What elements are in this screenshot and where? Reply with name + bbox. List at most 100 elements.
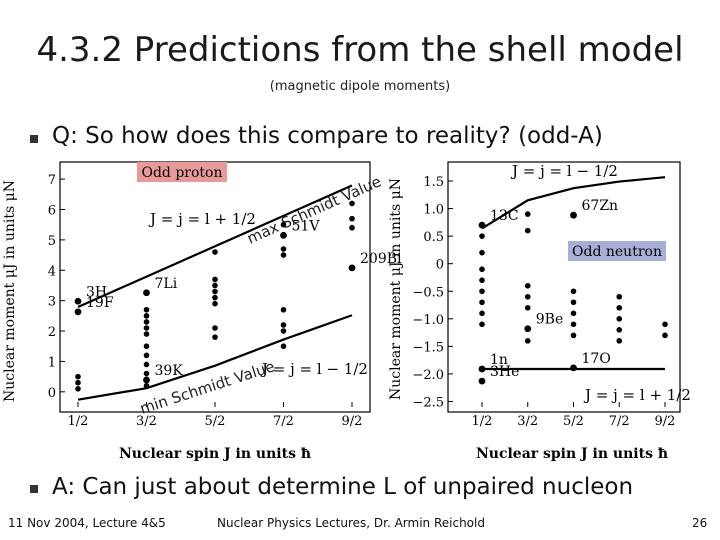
neutron-upper-schmidt-line bbox=[481, 176, 666, 230]
neutron-labeled-point bbox=[524, 325, 532, 333]
proton-data-point bbox=[280, 322, 287, 328]
proton-y-tick-label: 4 bbox=[48, 264, 56, 279]
neutron-labeled-point bbox=[478, 221, 486, 229]
neutron-data-point bbox=[570, 310, 577, 317]
right-upper-line-label: J = j = l − 1/2 bbox=[510, 162, 618, 180]
footer-course: Nuclear Physics Lectures, Dr. Armin Reic… bbox=[217, 516, 485, 530]
proton-point-label: 7Li bbox=[155, 276, 178, 292]
proton-data-point bbox=[280, 306, 287, 313]
neutron-point-label: 3He bbox=[490, 364, 519, 380]
neutron-data-point bbox=[479, 310, 485, 317]
neutron-x-tick-label: 9/2 bbox=[655, 414, 676, 429]
neutron-data-point bbox=[479, 277, 485, 284]
proton-point-label: 51V bbox=[292, 218, 321, 234]
proton-y-tick-label: 7 bbox=[48, 173, 56, 188]
neutron-y-tick-label: −1.0 bbox=[412, 313, 444, 328]
proton-point-label: 209Bi bbox=[360, 251, 402, 267]
proton-data-point bbox=[75, 373, 81, 380]
neutron-data-point bbox=[524, 227, 531, 234]
slide-title: 4.3.2 Predictions from the shell model bbox=[36, 30, 684, 70]
neutron-data-point bbox=[570, 299, 577, 306]
neutron-data-point bbox=[479, 233, 485, 239]
proton-y-tick-label: 6 bbox=[48, 204, 56, 219]
proton-labeled-point bbox=[74, 297, 82, 305]
proton-x-tick-label: 7/2 bbox=[273, 414, 294, 429]
proton-data-point bbox=[280, 246, 287, 252]
neutron-y-tick-label: −1.5 bbox=[412, 340, 444, 355]
proton-data-point bbox=[143, 361, 150, 368]
proton-data-point bbox=[280, 252, 287, 258]
proton-data-point bbox=[143, 319, 150, 325]
proton-x-tick-label: 5/2 bbox=[205, 414, 226, 429]
proton-data-point bbox=[280, 221, 287, 228]
proton-data-point bbox=[143, 352, 150, 359]
neutron-data-point bbox=[616, 293, 623, 300]
neutron-y-tick-label: 0.5 bbox=[423, 230, 444, 245]
neutron-labeled-point bbox=[570, 364, 577, 372]
proton-data-point bbox=[212, 294, 218, 301]
neutron-point-label: 67Zn bbox=[582, 198, 619, 214]
answer-text: A: Can just about determine L of unpaire… bbox=[52, 474, 634, 500]
neutron-labeled-point bbox=[478, 365, 486, 373]
odd-proton-title: Odd proton bbox=[141, 165, 222, 181]
proton-data-point bbox=[143, 306, 150, 313]
odd-neutron-title: Odd neutron bbox=[572, 244, 662, 260]
odd-proton-label-box bbox=[137, 162, 227, 182]
proton-x-tick-label: 9/2 bbox=[342, 414, 363, 429]
odd-proton-panel: Odd proton Nuclear moment μJ in units μN… bbox=[2, 161, 402, 462]
right-x-axis-label: Nuclear spin J in units ħ bbox=[476, 446, 668, 462]
bullet-square-icon bbox=[30, 135, 38, 143]
neutron-point-label: 17O bbox=[582, 351, 611, 367]
neutron-data-point bbox=[616, 304, 623, 311]
left-lower-line-label: J = j = l − 1/2 bbox=[260, 360, 368, 378]
neutron-y-tick-label: 1.0 bbox=[423, 203, 444, 218]
neutron-data-point bbox=[524, 304, 531, 311]
neutron-y-tick-label: −2.5 bbox=[412, 395, 444, 410]
proton-x-tick-label: 3/2 bbox=[136, 414, 157, 429]
right-plot-frame bbox=[447, 161, 681, 413]
proton-data-point bbox=[143, 370, 150, 377]
neutron-data-point bbox=[479, 321, 485, 328]
neutron-x-tick-label: 3/2 bbox=[517, 414, 538, 429]
footer-date: 11 Nov 2004, Lecture 4&5 bbox=[8, 516, 166, 530]
proton-data-point bbox=[280, 328, 287, 334]
left-x-axis-label: Nuclear spin J in units ħ bbox=[119, 446, 311, 462]
proton-labeled-point bbox=[143, 376, 150, 384]
proton-y-tick-label: 3 bbox=[48, 295, 56, 310]
neutron-y-tick-label: 1.5 bbox=[423, 175, 444, 190]
neutron-data-point bbox=[524, 338, 531, 344]
proton-data-point bbox=[212, 288, 218, 295]
proton-data-point bbox=[143, 331, 150, 337]
proton-data-point bbox=[349, 200, 355, 207]
neutron-point-label: 9Be bbox=[536, 312, 563, 328]
proton-y-tick-label: 2 bbox=[48, 325, 56, 340]
proton-lower-schmidt-line bbox=[77, 314, 353, 401]
neutron-data-point bbox=[570, 288, 577, 295]
neutron-x-tick-label: 1/2 bbox=[472, 414, 493, 429]
proton-x-tick-label: 1/2 bbox=[68, 414, 89, 429]
neutron-data-point bbox=[524, 293, 531, 300]
question-text: Q: So how does this compare to reality? … bbox=[52, 123, 603, 149]
proton-labeled-point bbox=[143, 289, 150, 297]
neutron-data-point bbox=[662, 321, 668, 328]
neutron-y-tick-label: 0 bbox=[436, 258, 444, 273]
neutron-y-tick-label: −0.5 bbox=[412, 285, 444, 300]
proton-data-point bbox=[349, 224, 355, 231]
proton-data-point bbox=[212, 282, 218, 289]
proton-y-tick-label: 5 bbox=[48, 234, 56, 249]
neutron-data-point bbox=[479, 288, 485, 295]
left-y-axis-label: Nuclear moment μJ in units μN bbox=[2, 180, 18, 402]
neutron-data-point bbox=[616, 327, 623, 333]
proton-point-label: 19F bbox=[86, 295, 114, 311]
proton-data-point bbox=[212, 334, 218, 340]
neutron-data-point bbox=[479, 266, 485, 273]
neutron-point-label: 13C bbox=[490, 208, 519, 224]
proton-y-tick-label: 1 bbox=[48, 355, 56, 370]
neutron-labeled-point bbox=[478, 377, 486, 385]
page-number: 26 bbox=[692, 516, 708, 530]
neutron-x-tick-label: 5/2 bbox=[563, 414, 584, 429]
proton-labeled-point bbox=[280, 231, 287, 239]
shell-model-figure: Odd proton Nuclear moment μJ in units μN… bbox=[0, 152, 690, 470]
neutron-y-tick-label: −2.0 bbox=[412, 368, 444, 383]
neutron-data-point bbox=[479, 249, 485, 256]
